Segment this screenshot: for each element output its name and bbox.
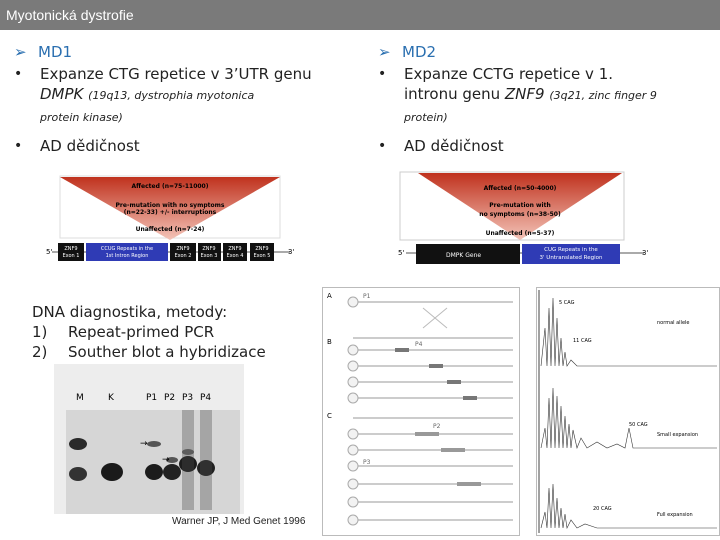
svg-text:CUG Repeats in the: CUG Repeats in the — [544, 247, 598, 253]
dmpk-gene-box: DMPK Gene — [446, 252, 481, 259]
arrow-bullet-icon: ➢ — [14, 43, 27, 61]
lane-label: K — [108, 393, 115, 403]
southern-blot-gel: M K P1 P2 P3 P4 → → — [54, 364, 244, 514]
five-prime-label: 5' — [398, 249, 404, 257]
panel-label: B — [327, 338, 332, 346]
svg-text:P3: P3 — [363, 459, 371, 466]
svg-text:Exon 2: Exon 2 — [175, 253, 192, 259]
md2-inheritance: AD dědičnost — [404, 137, 504, 155]
lane-label: P3 — [182, 393, 193, 403]
svg-text:→: → — [140, 439, 148, 449]
panel-label: A — [327, 292, 332, 300]
md2-expansion-row: • Expanze CCTG repetice v 1. intronu gen… — [378, 64, 718, 128]
md1-inheritance-row: • AD dědičnost — [14, 136, 354, 156]
unaffected-label: Unaffected (n=7-24) — [136, 226, 205, 233]
trace-label: 11 CAG — [573, 338, 592, 344]
premutation-label: Pre-mutation with — [489, 202, 551, 209]
md2-inheritance-row: • AD dědičnost — [378, 136, 718, 156]
bullet-icon: • — [378, 138, 387, 154]
md1-column: ➢ MD1 • Expanze CTG repetice v 3’UTR gen… — [14, 42, 354, 156]
svg-text:3' Untranslated Region: 3' Untranslated Region — [540, 255, 603, 261]
svg-text:ZNF9: ZNF9 — [228, 246, 241, 252]
electropherogram-panel: 5 CAG 11 CAG normal allele 50 CAG Small … — [536, 287, 720, 536]
md1-inheritance: AD dědičnost — [40, 137, 140, 155]
trace-label: Full expansion — [657, 512, 693, 518]
lane-label: P2 — [164, 393, 175, 403]
md1-expansion-row: • Expanze CTG repetice v 3’UTR genu DMPK… — [14, 64, 354, 128]
md1-heading: MD1 — [38, 43, 73, 61]
slide-title-bar: Myotonická dystrofie — [0, 0, 720, 30]
citation: Warner JP, J Med Genet 1996 — [172, 516, 306, 527]
dmpk-repeat-scheme: Affected (n=50-4000) Pre-mutation with n… — [398, 170, 650, 266]
bullet-icon: • — [14, 66, 23, 82]
unaffected-label: Unaffected (n=5-37) — [486, 230, 555, 237]
svg-text:Exon 1: Exon 1 — [63, 253, 80, 259]
svg-text:ZNF9: ZNF9 — [202, 246, 215, 252]
svg-text:Exon 4: Exon 4 — [227, 253, 244, 259]
three-prime-label: 3' — [288, 248, 294, 256]
svg-text:P1: P1 — [363, 293, 371, 300]
repeat-primed-pcr-scheme: A B C — [322, 287, 520, 536]
panel-label: C — [327, 412, 332, 420]
trace-label: normal allele — [657, 320, 690, 326]
diagnostics-item: 2) Souther blot a hybridizace — [32, 343, 266, 361]
svg-text:Exon 3: Exon 3 — [201, 253, 218, 259]
svg-text:CCUG Repeats in the: CCUG Repeats in the — [101, 246, 153, 252]
svg-text:Exon 5: Exon 5 — [254, 253, 271, 259]
md1-expansion: Expanze CTG repetice v 3’UTR genu DMPK (… — [40, 65, 312, 124]
arrow-bullet-icon: ➢ — [378, 43, 391, 61]
slide-title: Myotonická dystrofie — [6, 7, 134, 23]
svg-text:P4: P4 — [415, 341, 423, 348]
diagnostics-block: DNA diagnostika, metody: 1) Repeat-prime… — [32, 302, 266, 362]
md1-heading-row: ➢ MD1 — [14, 42, 354, 62]
affected-label: Affected (n=75-11000) — [132, 183, 209, 190]
lane-label: M — [76, 393, 84, 403]
premutation-label: Pre-mutation with no symptoms — [116, 202, 225, 209]
three-prime-label: 3' — [642, 249, 648, 257]
md2-heading: MD2 — [402, 43, 437, 61]
svg-text:ZNF9: ZNF9 — [64, 246, 77, 252]
diagnostics-item: 1) Repeat-primed PCR — [32, 323, 215, 341]
md2-expansion: Expanze CCTG repetice v 1. intronu genu … — [404, 65, 657, 124]
trace-label: Small expansion — [657, 432, 698, 438]
md2-heading-row: ➢ MD2 — [378, 42, 718, 62]
diagnostics-heading: DNA diagnostika, metody: — [32, 303, 228, 321]
svg-text:P2: P2 — [433, 423, 441, 430]
md2-column: ➢ MD2 • Expanze CCTG repetice v 1. intro… — [378, 42, 718, 156]
affected-label: Affected (n=50-4000) — [484, 185, 557, 192]
trace-label: 5 CAG — [559, 300, 575, 306]
trace-label: 50 CAG — [629, 422, 648, 428]
svg-text:→: → — [162, 455, 170, 465]
trace-label: 20 CAG — [593, 506, 612, 512]
bullet-icon: • — [14, 138, 23, 154]
five-prime-label: 5' — [46, 248, 52, 256]
lane-label: P1 — [146, 393, 157, 403]
svg-text:ZNF9: ZNF9 — [176, 246, 189, 252]
svg-text:1st Intron Region: 1st Intron Region — [106, 253, 149, 259]
svg-text:ZNF9: ZNF9 — [255, 246, 268, 252]
premutation-label-2: no symptoms (n=38-50) — [479, 211, 561, 218]
lane-label: P4 — [200, 393, 211, 403]
znf9-repeat-scheme: Affected (n=75-11000) Pre-mutation with … — [46, 174, 296, 266]
premutation-label-2: (n=22-33) +/- interruptions — [124, 209, 217, 216]
bullet-icon: • — [378, 66, 387, 82]
